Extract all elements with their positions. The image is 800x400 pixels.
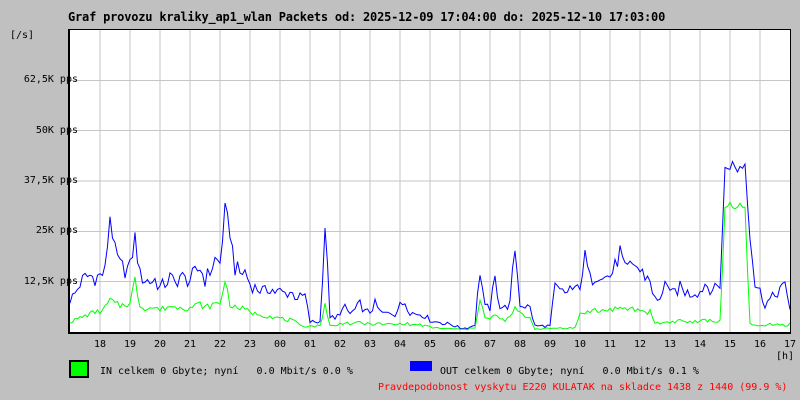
x-tick-label: 13: [663, 339, 677, 350]
y-tick-label: 37,5K pps: [23, 175, 78, 186]
x-tick-label: 01: [303, 339, 317, 350]
x-tick-label: 22: [213, 339, 227, 350]
stock-probability-note: Pravdepodobnost vyskytu E220 KULATAK na …: [378, 382, 788, 393]
x-tick-label: 10: [573, 339, 587, 350]
x-tick-label: 05: [423, 339, 437, 350]
graph-title: Graf provozu kraliky_ap1_wlan Packets od…: [68, 10, 666, 24]
y-tick-label: 62,5K pps: [23, 74, 78, 85]
x-tick-label: 12: [633, 339, 647, 350]
x-tick-label: 15: [723, 339, 737, 350]
x-tick-label: 17: [783, 339, 797, 350]
y-tick-label: 12,5K pps: [23, 276, 78, 287]
out-legend-swatch: [410, 361, 432, 371]
x-tick-label: 07: [483, 339, 497, 350]
out-legend-label: OUT celkem 0 Gbyte; nyní 0.0 Mbit/s 0.1 …: [440, 366, 699, 377]
x-tick-label: 00: [273, 339, 287, 350]
x-tick-label: 09: [543, 339, 557, 350]
x-tick-label: 21: [183, 339, 197, 350]
y-tick-label: 25K pps: [35, 225, 78, 236]
x-tick-label: 06: [453, 339, 467, 350]
x-axis-unit-label: [h]: [775, 351, 795, 362]
x-tick-label: 14: [693, 339, 707, 350]
x-tick-label: 23: [243, 339, 257, 350]
x-tick-label: 16: [753, 339, 767, 350]
x-tick-label: 04: [393, 339, 407, 350]
x-tick-label: 19: [123, 339, 137, 350]
x-tick-label: 02: [333, 339, 347, 350]
in-legend-label: IN celkem 0 Gbyte; nyní 0.0 Mbit/s 0.0 %: [100, 366, 353, 377]
y-tick-label: 50K pps: [35, 125, 78, 136]
x-tick-label: 03: [363, 339, 377, 350]
x-tick-label: 08: [513, 339, 527, 350]
x-tick-label: 11: [603, 339, 617, 350]
x-tick-label: 20: [153, 339, 167, 350]
in-legend-swatch: [69, 360, 89, 378]
y-axis-unit-label: [/s]: [10, 30, 35, 41]
x-tick-label: 18: [93, 339, 107, 350]
